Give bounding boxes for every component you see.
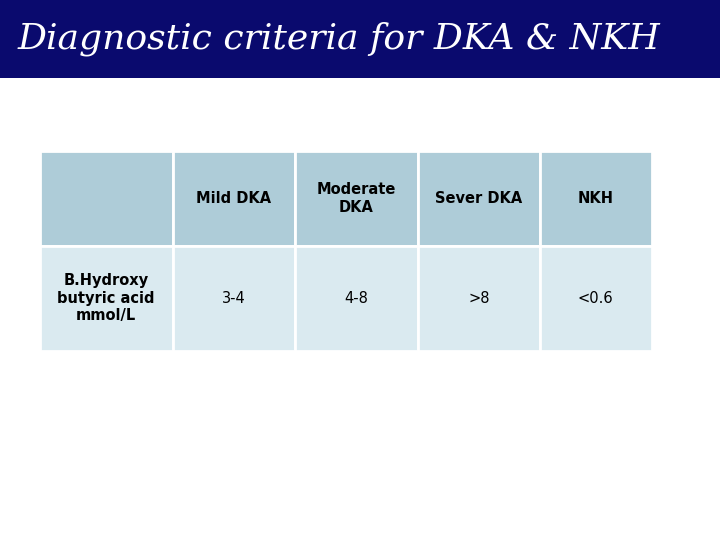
FancyBboxPatch shape	[418, 246, 540, 351]
Text: Moderate
DKA: Moderate DKA	[317, 183, 396, 215]
FancyBboxPatch shape	[173, 151, 295, 246]
FancyBboxPatch shape	[295, 151, 418, 246]
FancyBboxPatch shape	[418, 151, 540, 246]
Text: B.Hydroxy
butyric acid
mmol/L: B.Hydroxy butyric acid mmol/L	[58, 273, 155, 323]
Text: 3-4: 3-4	[222, 291, 246, 306]
FancyBboxPatch shape	[295, 246, 418, 351]
Text: NKH: NKH	[578, 191, 614, 206]
FancyBboxPatch shape	[173, 246, 295, 351]
FancyBboxPatch shape	[40, 246, 173, 351]
FancyBboxPatch shape	[0, 0, 720, 78]
Text: 4-8: 4-8	[344, 291, 369, 306]
FancyBboxPatch shape	[40, 151, 173, 246]
Text: Diagnostic criteria for DKA & NKH: Diagnostic criteria for DKA & NKH	[18, 22, 661, 56]
FancyBboxPatch shape	[540, 151, 652, 246]
Text: Mild DKA: Mild DKA	[197, 191, 271, 206]
FancyBboxPatch shape	[540, 246, 652, 351]
Text: Sever DKA: Sever DKA	[435, 191, 523, 206]
Text: <0.6: <0.6	[578, 291, 613, 306]
Text: >8: >8	[468, 291, 490, 306]
